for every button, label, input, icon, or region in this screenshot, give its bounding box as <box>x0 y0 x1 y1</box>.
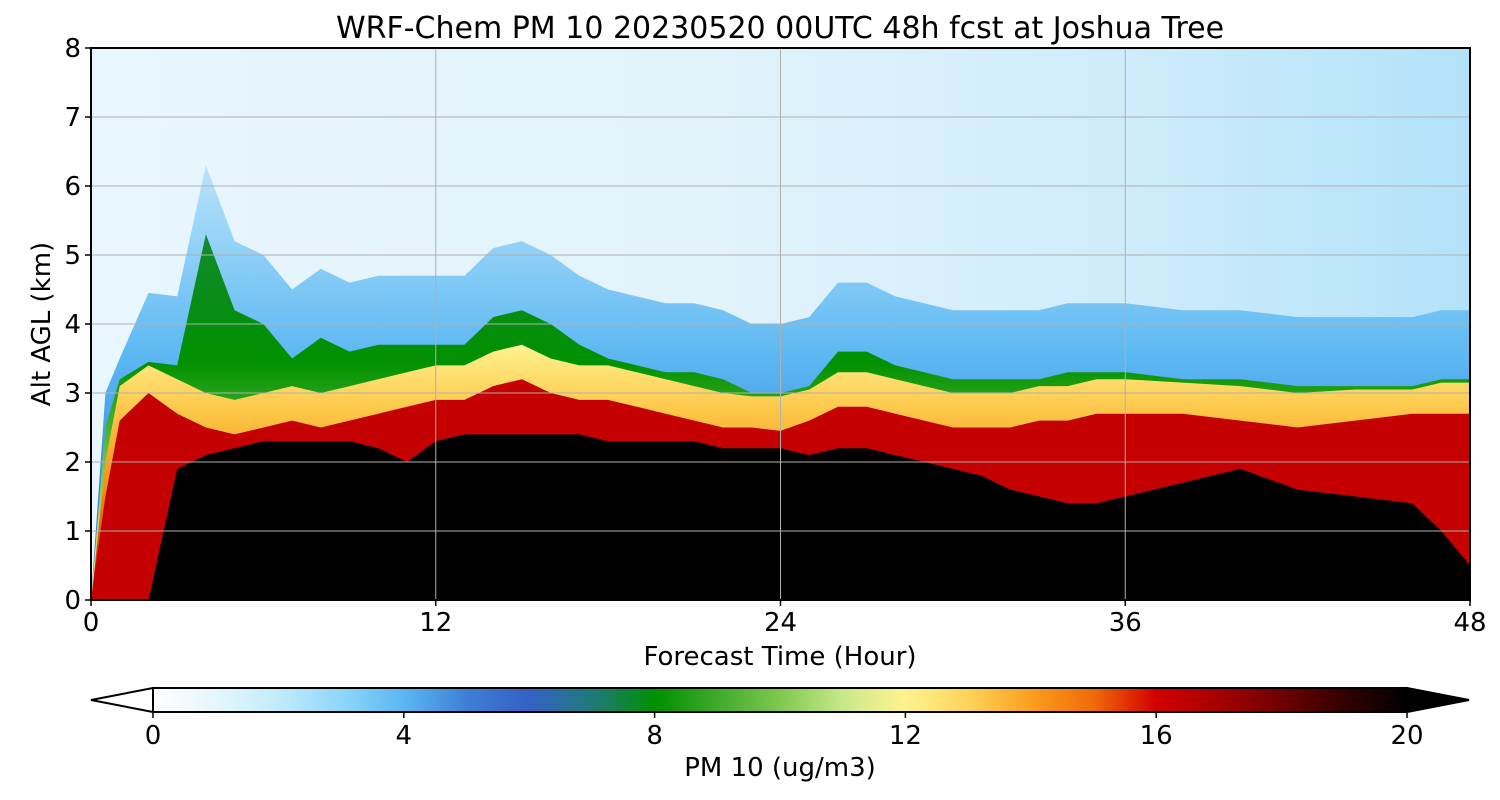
colorbar-tick-label: 16 <box>1140 721 1173 751</box>
colorbar-tick-label: 12 <box>889 721 922 751</box>
colorbar-tick-label: 20 <box>1390 721 1423 751</box>
y-tick-label: 1 <box>64 517 81 547</box>
colorbar-min-extend-triangle <box>90 686 154 714</box>
grid-lines <box>91 48 1470 600</box>
y-axis-ticks: 0 1 2 3 4 5 6 7 8 <box>64 34 91 616</box>
colorbar-tick-label: 0 <box>145 721 162 751</box>
colorbar-label: PM 10 (ug/m3) <box>684 753 876 783</box>
y-tick-label: 2 <box>64 448 81 478</box>
chart-title: WRF-Chem PM 10 20230520 00UTC 48h fcst a… <box>336 11 1224 46</box>
y-tick-label: 5 <box>64 241 81 271</box>
x-tick-label: 24 <box>764 608 797 638</box>
colorbar-tick-label: 4 <box>396 721 413 751</box>
x-tick-label: 12 <box>419 608 452 638</box>
y-tick-label: 4 <box>64 310 81 340</box>
x-tick-label: 36 <box>1109 608 1142 638</box>
x-tick-label: 48 <box>1453 608 1486 638</box>
y-tick-label: 7 <box>64 103 81 133</box>
colorbar-bar <box>152 687 1408 713</box>
x-axis-ticks: 0 12 24 36 48 <box>83 600 1487 638</box>
colorbar: 0 4 8 12 16 20 PM 10 (ug/m3) <box>90 686 1470 783</box>
y-tick-label: 8 <box>64 34 81 64</box>
y-axis-label: Alt AGL (km) <box>27 242 57 406</box>
x-tick-label: 0 <box>83 608 100 638</box>
colorbar-ticks: 0 4 8 12 16 20 <box>145 712 1424 751</box>
colorbar-max-extend-triangle <box>1406 686 1470 714</box>
x-axis-label: Forecast Time (Hour) <box>643 642 916 672</box>
colorbar-tick-label: 8 <box>646 721 663 751</box>
y-tick-label: 6 <box>64 172 81 202</box>
y-tick-label: 0 <box>64 586 81 616</box>
plot-area <box>91 48 1470 600</box>
y-tick-label: 3 <box>64 379 81 409</box>
